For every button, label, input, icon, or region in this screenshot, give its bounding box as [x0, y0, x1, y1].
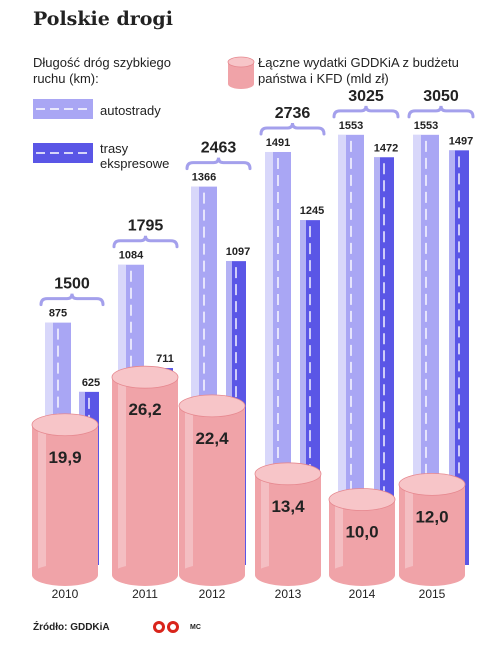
legend-expressways-label: trasy ekspresowe — [100, 141, 170, 171]
total-value-2012: 2463 — [201, 140, 237, 157]
expressway-value-2011: 711 — [156, 353, 174, 365]
motorway-value-2011: 1084 — [119, 250, 144, 262]
expressway-value-2015: 1497 — [449, 135, 473, 147]
motorway-value-2013: 1491 — [266, 137, 290, 149]
total-value-2011: 1795 — [128, 218, 164, 235]
expressway-value-2014: 1472 — [374, 142, 398, 154]
legend-spending-title: Łączne wydatki GDDKiA z budżetu państwa … — [258, 55, 459, 86]
page-title: Polskie drogi — [33, 8, 173, 30]
legend-expressways-swatch — [33, 143, 93, 163]
total-value-2014: 3025 — [348, 88, 384, 105]
total-bracket-2015 — [407, 105, 475, 119]
spending-cylinder-2014 — [328, 488, 396, 586]
year-label-2011: 2011 — [132, 587, 158, 601]
year-label-2010: 2010 — [52, 587, 79, 601]
spending-value-2012: 22,4 — [195, 429, 229, 448]
spending-cylinder-2011 — [111, 365, 179, 586]
motorway-value-2015: 1553 — [414, 120, 438, 132]
total-bracket-2011 — [112, 235, 179, 249]
legend-motorways-swatch — [33, 99, 93, 119]
spending-cylinder-2012 — [178, 394, 246, 586]
legend-spending-swatch — [227, 56, 255, 89]
motorway-value-2014: 1553 — [339, 120, 363, 132]
expressway-value-2013: 1245 — [300, 205, 324, 217]
total-bracket-2013 — [259, 122, 326, 136]
legend-motorways-label: autostrady — [100, 103, 161, 118]
expressway-value-2010: 625 — [82, 377, 100, 389]
spending-cylinder-2010 — [31, 413, 99, 586]
total-bracket-2012 — [185, 157, 252, 171]
spending-value-2013: 13,4 — [271, 497, 305, 516]
spending-cylinder-2013 — [254, 462, 322, 586]
credit-label: MC — [190, 624, 201, 631]
motorway-value-2010: 875 — [49, 308, 67, 320]
expressway-value-2012: 1097 — [226, 246, 250, 258]
total-value-2010: 1500 — [54, 276, 90, 293]
total-bracket-2010 — [39, 293, 105, 307]
spending-value-2011: 26,2 — [128, 400, 161, 419]
source-note: Źródło: GDDKiA — [33, 622, 110, 633]
total-value-2015: 3050 — [423, 88, 459, 105]
spending-value-2010: 19,9 — [48, 448, 81, 467]
publisher-logo — [153, 621, 179, 633]
expressway-bar-2014 — [374, 157, 394, 566]
year-label-2015: 2015 — [419, 587, 446, 601]
year-label-2014: 2014 — [349, 587, 376, 601]
total-value-2013: 2736 — [275, 105, 311, 122]
motorway-value-2012: 1366 — [192, 172, 216, 184]
spending-value-2015: 12,0 — [415, 507, 448, 526]
year-label-2013: 2013 — [275, 587, 302, 601]
spending-cylinder-2015 — [398, 472, 466, 586]
total-bracket-2014 — [332, 105, 400, 119]
legend-roads-title: Długość dróg szybkiego ruchu (km): — [33, 55, 172, 86]
year-label-2012: 2012 — [199, 587, 226, 601]
spending-value-2014: 10,0 — [345, 523, 378, 542]
